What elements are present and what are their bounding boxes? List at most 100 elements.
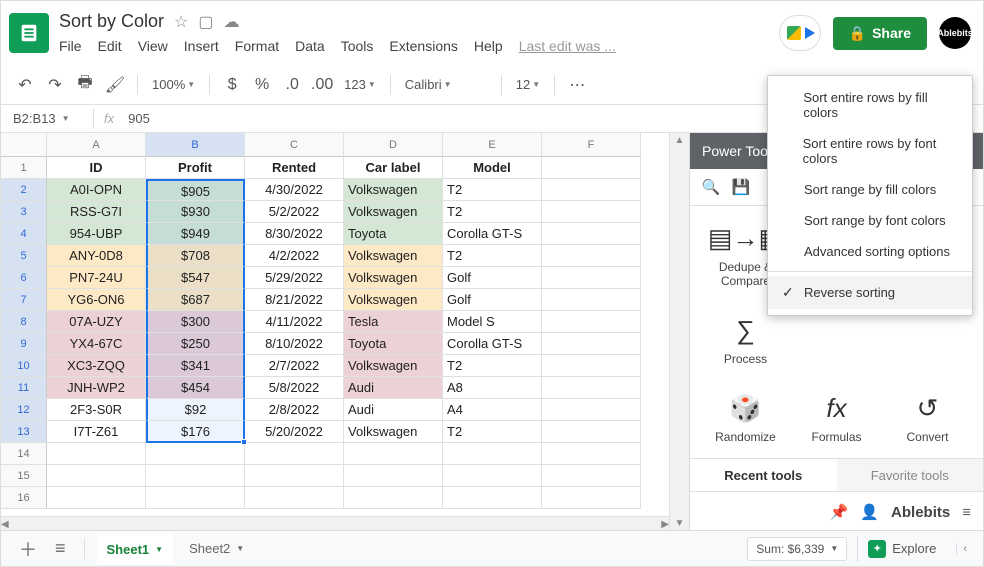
name-box[interactable]: B2:B13 ▼: [1, 111, 93, 126]
cell[interactable]: [47, 465, 146, 487]
cell[interactable]: 5/8/2022: [245, 377, 344, 399]
redo-icon[interactable]: ↷: [43, 75, 67, 95]
cell[interactable]: T2: [443, 355, 542, 377]
cell[interactable]: 8/21/2022: [245, 289, 344, 311]
cell[interactable]: $687: [146, 289, 245, 311]
menu-extensions[interactable]: Extensions: [389, 38, 457, 54]
cell[interactable]: Corolla GT-S: [443, 333, 542, 355]
cell[interactable]: 4/11/2022: [245, 311, 344, 333]
menu-data[interactable]: Data: [295, 38, 325, 54]
cell[interactable]: $454: [146, 377, 245, 399]
row-header-4[interactable]: 4: [1, 223, 47, 245]
col-header-B[interactable]: B: [146, 133, 245, 157]
dd-sort-fill-range[interactable]: Sort range by fill colors: [768, 174, 972, 205]
row-header-5[interactable]: 5: [1, 245, 47, 267]
col-header-D[interactable]: D: [344, 133, 443, 157]
col-header-C[interactable]: C: [245, 133, 344, 157]
cell[interactable]: A4: [443, 399, 542, 421]
cell[interactable]: [146, 487, 245, 509]
row-header-12[interactable]: 12: [1, 399, 47, 421]
meet-button[interactable]: [779, 15, 821, 51]
cell[interactable]: I7T-Z61: [47, 421, 146, 443]
row-header-2[interactable]: 2: [1, 179, 47, 201]
row-header-9[interactable]: 9: [1, 333, 47, 355]
cell[interactable]: Volkswagen: [344, 179, 443, 201]
tool-formulas[interactable]: fx Formulas: [795, 390, 878, 444]
last-edit-link[interactable]: Last edit was ...: [519, 38, 616, 54]
pin-icon[interactable]: 📌: [830, 503, 849, 521]
cell[interactable]: JNH-WP2: [47, 377, 146, 399]
cell[interactable]: [344, 443, 443, 465]
user-icon[interactable]: 👤: [860, 503, 879, 521]
header-cell[interactable]: Car label: [344, 157, 443, 179]
cell[interactable]: $708: [146, 245, 245, 267]
cell[interactable]: Golf: [443, 289, 542, 311]
move-icon[interactable]: ▢: [198, 12, 213, 32]
cell[interactable]: $547: [146, 267, 245, 289]
cell[interactable]: [344, 465, 443, 487]
cell[interactable]: [47, 443, 146, 465]
more-toolbar-icon[interactable]: ⋯: [565, 75, 589, 95]
undo-icon[interactable]: ↶: [13, 75, 37, 95]
add-sheet-icon[interactable]: ＋: [13, 532, 43, 566]
cell[interactable]: $341: [146, 355, 245, 377]
row-header-11[interactable]: 11: [1, 377, 47, 399]
row-header-8[interactable]: 8: [1, 311, 47, 333]
tool-convert[interactable]: ↺ Convert: [886, 390, 969, 444]
number-format-dropdown[interactable]: 123▼: [340, 77, 380, 92]
menu-help[interactable]: Help: [474, 38, 503, 54]
cell[interactable]: 8/10/2022: [245, 333, 344, 355]
cell[interactable]: Volkswagen: [344, 421, 443, 443]
cloud-icon[interactable]: ☁: [224, 12, 240, 32]
menu-view[interactable]: View: [138, 38, 168, 54]
cell[interactable]: T2: [443, 179, 542, 201]
brand-label[interactable]: Ablebits: [891, 504, 950, 521]
cell[interactable]: [542, 465, 641, 487]
hamburger-icon[interactable]: ≡: [962, 504, 971, 521]
sheet-tab-1[interactable]: Sheet1▼: [97, 532, 174, 565]
cell[interactable]: 2/8/2022: [245, 399, 344, 421]
row-header-7[interactable]: 7: [1, 289, 47, 311]
font-dropdown[interactable]: Calibri▼: [401, 77, 491, 92]
row-header-15[interactable]: 15: [1, 465, 47, 487]
quicksum-box[interactable]: Sum: $6,339▼: [747, 537, 847, 561]
cell[interactable]: [542, 487, 641, 509]
cell[interactable]: $905: [146, 179, 245, 201]
row-header-14[interactable]: 14: [1, 443, 47, 465]
share-button[interactable]: 🔒 Share: [833, 17, 927, 50]
cell[interactable]: 5/29/2022: [245, 267, 344, 289]
cell[interactable]: PN7-24U: [47, 267, 146, 289]
cell[interactable]: [344, 487, 443, 509]
star-icon[interactable]: ☆: [174, 12, 188, 32]
cell[interactable]: [245, 443, 344, 465]
cell[interactable]: $930: [146, 201, 245, 223]
cell[interactable]: Audi: [344, 399, 443, 421]
dd-sort-font-rows[interactable]: Sort entire rows by font colors: [768, 128, 972, 174]
cell[interactable]: Volkswagen: [344, 289, 443, 311]
cell[interactable]: 5/20/2022: [245, 421, 344, 443]
dd-sort-fill-rows[interactable]: Sort entire rows by fill colors: [768, 82, 972, 128]
col-header-E[interactable]: E: [443, 133, 542, 157]
header-cell[interactable]: Profit: [146, 157, 245, 179]
zoom-dropdown[interactable]: 100%▼: [148, 77, 199, 92]
col-header-F[interactable]: F: [542, 133, 641, 157]
cell[interactable]: 2/7/2022: [245, 355, 344, 377]
inc-decimal-icon[interactable]: .00: [310, 76, 334, 94]
row-header-16[interactable]: 16: [1, 487, 47, 509]
cell[interactable]: Volkswagen: [344, 201, 443, 223]
side-panel-toggle[interactable]: ‹: [956, 543, 973, 555]
cell[interactable]: [443, 465, 542, 487]
cell[interactable]: [443, 487, 542, 509]
cell[interactable]: $176: [146, 421, 245, 443]
cell[interactable]: [146, 465, 245, 487]
tool-randomize[interactable]: 🎲 Randomize: [704, 390, 787, 444]
selection-handle[interactable]: [241, 439, 247, 445]
cell[interactable]: T2: [443, 421, 542, 443]
menu-format[interactable]: Format: [235, 38, 279, 54]
menu-file[interactable]: File: [59, 38, 82, 54]
cell[interactable]: 2F3-S0R: [47, 399, 146, 421]
cell[interactable]: Corolla GT-S: [443, 223, 542, 245]
cell[interactable]: [245, 465, 344, 487]
cell[interactable]: XC3-ZQQ: [47, 355, 146, 377]
cell[interactable]: 07A-UZY: [47, 311, 146, 333]
